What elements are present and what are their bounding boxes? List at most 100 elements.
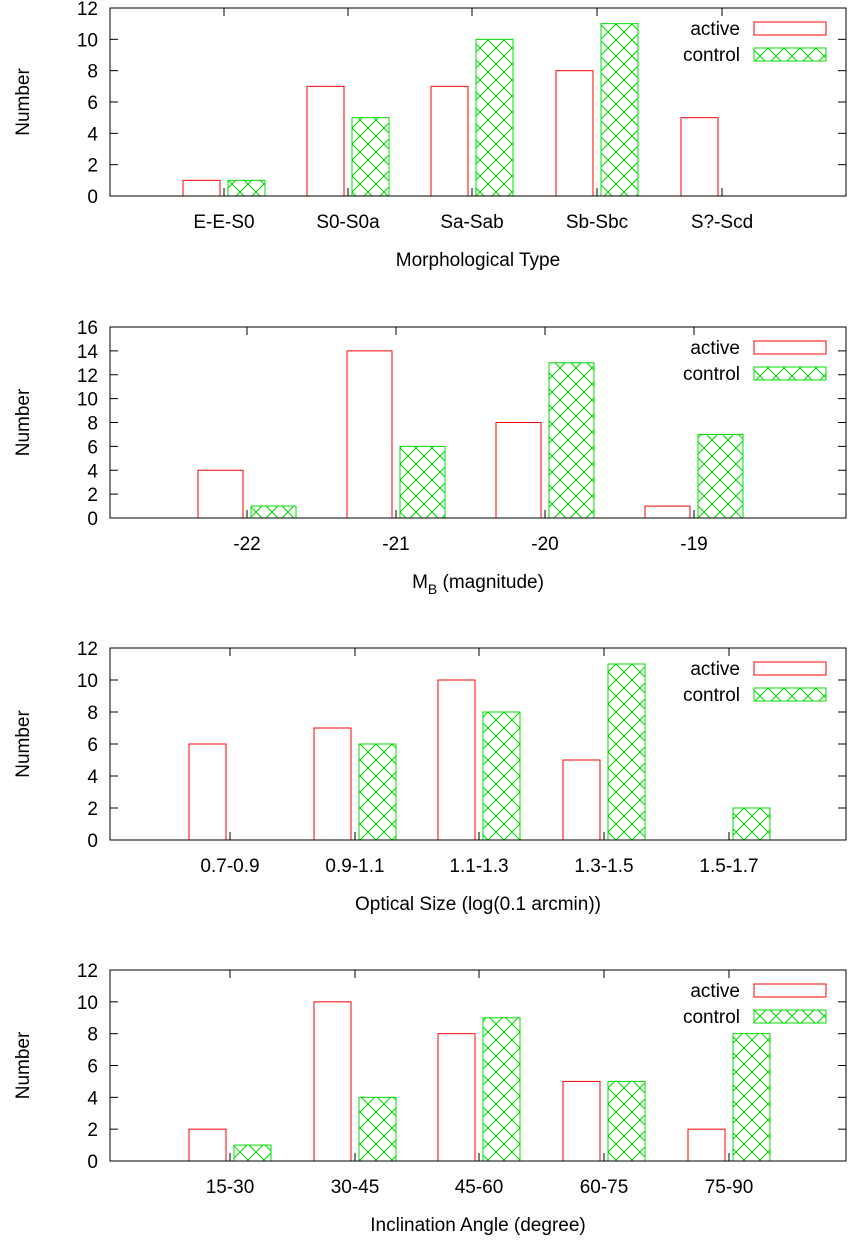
- y-tick-label: 10: [77, 993, 98, 1014]
- active-bar-1.1-1.3: [437, 679, 476, 841]
- control-bar-Sa-Sab: [475, 38, 514, 197]
- control-bar-75-90: [732, 1033, 771, 1162]
- y-tick-label: 8: [87, 62, 98, 83]
- legend-swatch-active: [753, 340, 827, 355]
- active-bar-60-75: [562, 1080, 601, 1162]
- y-tick-label: 12: [77, 0, 98, 20]
- chart-panel-4: 0 2 4 6 8 10 12 15-30 30-45 45-60 60-75 75-90 Number…: [13, 961, 847, 1236]
- x-tick-label: 1.5-1.7: [699, 856, 758, 877]
- control-bar-60-75: [607, 1080, 646, 1162]
- legend-label-active: active: [690, 338, 740, 359]
- legend-swatch-control: [753, 1009, 827, 1024]
- control-bar--22: [250, 505, 297, 519]
- x-tick-label: 30-45: [331, 1177, 380, 1198]
- y-tick-label: 14: [77, 342, 99, 363]
- y-tick-label: 12: [77, 366, 98, 387]
- legend-label-active: active: [690, 981, 740, 1002]
- y-tick-label: 12: [77, 639, 98, 660]
- x-tick-label: -22: [233, 534, 260, 555]
- legend-swatch-control: [753, 687, 827, 702]
- x-axis-label: Optical Size (log(0.1 arcmin)): [355, 894, 601, 915]
- legend-label-control: control: [683, 1007, 740, 1028]
- y-tick-label: 10: [77, 390, 98, 411]
- active-bar-S0-S0a: [306, 85, 345, 197]
- y-tick-label: 2: [87, 799, 98, 820]
- y-axis-label: Number: [13, 68, 34, 136]
- y-tick-label: 2: [87, 485, 98, 506]
- control-bar-45-60: [482, 1017, 521, 1162]
- legend-swatch-active: [753, 661, 827, 676]
- control-bar-1.1-1.3: [482, 711, 521, 841]
- x-tick-label: 75-90: [705, 1177, 754, 1198]
- y-tick-label: 0: [87, 1152, 98, 1173]
- y-tick-label: 0: [87, 187, 98, 208]
- y-tick-label: 6: [87, 1057, 98, 1078]
- y-tick-label: 0: [87, 509, 98, 530]
- x-axis-label-rest: (magnitude): [437, 572, 544, 593]
- x-tick-label: S?-Scd: [691, 212, 753, 233]
- legend-swatch-active: [753, 21, 827, 36]
- x-tick-label: E-E-S0: [193, 212, 254, 233]
- control-bar-15-30: [233, 1144, 272, 1162]
- y-tick-label: 6: [87, 437, 98, 458]
- x-axis-label: Morphological Type: [396, 250, 560, 271]
- x-tick-label: S0-S0a: [316, 212, 380, 233]
- x-tick-label: 0.9-1.1: [325, 856, 384, 877]
- y-tick-label: 2: [87, 1120, 98, 1141]
- y-tick-label: 2: [87, 156, 98, 177]
- y-tick-label: 8: [87, 414, 98, 435]
- y-tick-label: 4: [87, 461, 98, 482]
- y-tick-label: 6: [87, 735, 98, 756]
- x-tick-label: 1.1-1.3: [449, 856, 508, 877]
- legend-label-control: control: [683, 45, 740, 66]
- y-tick-label: 10: [77, 30, 98, 51]
- control-bar--21: [399, 445, 446, 519]
- x-tick-label: -19: [680, 534, 707, 555]
- y-tick-label: 0: [87, 831, 98, 852]
- control-bar-Sb-Sbc: [600, 23, 639, 197]
- y-tick-label: 6: [87, 93, 98, 114]
- x-axis-label-sub: B: [428, 581, 437, 597]
- active-bar-Sa-Sab: [430, 85, 469, 197]
- x-tick-label: -21: [382, 534, 409, 555]
- control-bar-1.3-1.5: [607, 663, 646, 841]
- control-bar-1.5-1.7: [732, 807, 771, 841]
- active-bar--19: [644, 505, 691, 519]
- x-tick-label: 0.7-0.9: [200, 856, 259, 877]
- control-bar--19: [697, 433, 744, 519]
- y-tick-label: 16: [77, 318, 98, 339]
- y-tick-label: 4: [87, 1088, 98, 1109]
- control-bar-30-45: [358, 1096, 397, 1162]
- legend-label-active: active: [690, 19, 740, 40]
- legend-label-active: active: [690, 659, 740, 680]
- x-tick-label: Sa-Sab: [440, 212, 503, 233]
- legend-swatch-control: [753, 47, 827, 62]
- y-axis-label: Number: [13, 710, 34, 778]
- x-axis-label: MB (magnitude): [412, 572, 544, 597]
- x-tick-label: 1.3-1.5: [574, 856, 633, 877]
- active-bar-45-60: [437, 1033, 476, 1162]
- x-tick-label: 45-60: [455, 1177, 504, 1198]
- active-bar--22: [197, 469, 244, 519]
- active-bar-30-45: [313, 1001, 352, 1162]
- y-tick-label: 10: [77, 671, 98, 692]
- x-tick-label: 15-30: [206, 1177, 255, 1198]
- control-bar--20: [548, 362, 595, 519]
- active-bar--20: [495, 422, 542, 519]
- active-bar-0.9-1.1: [313, 727, 352, 841]
- y-axis-label: Number: [13, 1031, 34, 1099]
- x-tick-label: 60-75: [580, 1177, 629, 1198]
- legend-label-control: control: [683, 685, 740, 706]
- legend-label-control: control: [683, 364, 740, 385]
- legend-swatch-control: [753, 366, 827, 381]
- x-axis-label-main: M: [412, 572, 428, 593]
- x-tick-label: -20: [531, 534, 558, 555]
- active-bar-0.7-0.9: [188, 743, 227, 841]
- active-bar-1.3-1.5: [562, 759, 601, 841]
- control-bar-E-E-S0: [227, 179, 266, 197]
- x-axis-label: Inclination Angle (degree): [370, 1215, 585, 1236]
- control-bar-S0-S0a: [351, 117, 390, 197]
- active-bar-Sb-Sbc: [555, 70, 594, 197]
- chart-panel-2: 0 2 4 68 10 12 14 16 -22 -21 -20 -19 Number MB (magni…: [13, 318, 847, 597]
